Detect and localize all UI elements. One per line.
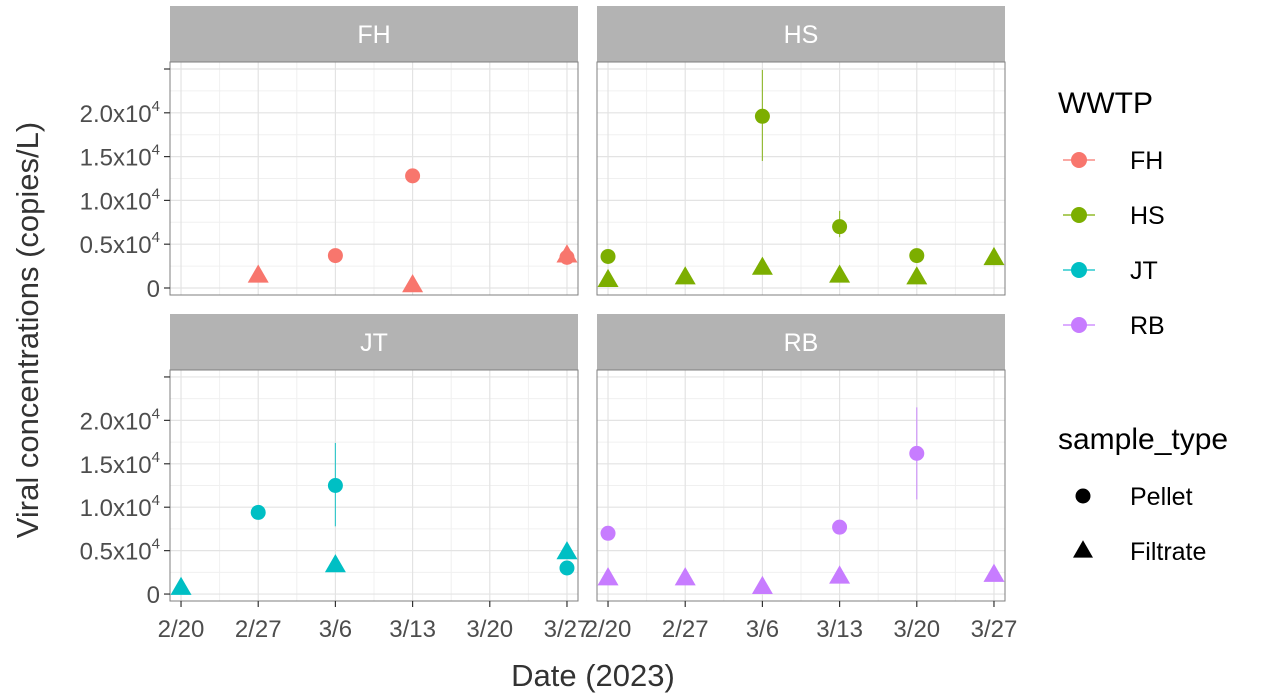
legend-key-point bbox=[1071, 207, 1087, 223]
point-pellet bbox=[405, 168, 421, 184]
legend-color-items: FH HS JT RB bbox=[1063, 147, 1165, 340]
point-pellet bbox=[327, 248, 343, 264]
x-tick-label: 2/20 bbox=[158, 616, 205, 643]
x-tick-label: 2/27 bbox=[235, 616, 282, 643]
legend-key-point bbox=[1071, 262, 1087, 278]
legend-label: RB bbox=[1130, 312, 1165, 340]
legend-label: JT bbox=[1130, 257, 1158, 285]
point-filtrate bbox=[751, 256, 773, 275]
legend-shape-title: sample_type bbox=[1058, 423, 1228, 456]
panel-border bbox=[596, 369, 1006, 602]
legend-label: HS bbox=[1130, 202, 1165, 230]
panel-grid bbox=[170, 62, 578, 295]
panel-grid bbox=[597, 62, 1005, 295]
legend-key-point bbox=[1071, 152, 1087, 168]
y-axis-ticks: 0 0.5x104 1.0x104 1.5x104 2.0x104 0 0.5x104 1.0… bbox=[80, 68, 170, 609]
legend-key-point bbox=[1071, 317, 1087, 333]
facet-strip-label: FH bbox=[357, 21, 390, 49]
point-filtrate bbox=[674, 266, 696, 285]
x-tick-label: 3/20 bbox=[893, 616, 940, 643]
panel-border bbox=[596, 61, 1006, 296]
point-filtrate bbox=[597, 567, 619, 586]
point-pellet bbox=[832, 219, 848, 235]
panel-border bbox=[169, 369, 579, 602]
point-filtrate bbox=[556, 541, 578, 560]
facet-strip bbox=[170, 314, 578, 370]
panels-layer: FH HS JT RB bbox=[169, 6, 1006, 602]
y-tick-label: 2.0x104 bbox=[80, 405, 160, 435]
point-filtrate bbox=[247, 264, 269, 283]
facet-strip-label: HS bbox=[784, 21, 819, 49]
point-filtrate bbox=[402, 274, 424, 293]
legend-color-title: WWTP bbox=[1058, 87, 1153, 120]
point-pellet bbox=[600, 525, 616, 541]
facet-strip bbox=[597, 314, 1005, 370]
legend-label: FH bbox=[1130, 147, 1163, 175]
point-filtrate bbox=[829, 264, 851, 283]
point-pellet bbox=[909, 248, 925, 264]
y-tick-label: 1.0x104 bbox=[80, 185, 160, 215]
legend-pellet-key bbox=[1075, 488, 1091, 504]
panel-HS: HS bbox=[596, 6, 1006, 296]
point-filtrate bbox=[751, 575, 773, 595]
point-filtrate bbox=[674, 567, 696, 586]
y-tick-label: 0 bbox=[147, 276, 160, 303]
panel-grid bbox=[597, 370, 1005, 601]
point-filtrate bbox=[170, 576, 192, 595]
point-pellet bbox=[754, 108, 770, 124]
point-filtrate bbox=[597, 268, 619, 288]
x-tick-label: 2/20 bbox=[585, 616, 632, 643]
y-axis-title: Viral concentrations (copies/L) bbox=[10, 122, 45, 538]
facet-strip bbox=[170, 6, 578, 62]
panel-FH: FH bbox=[169, 6, 579, 296]
legend-label: Filtrate bbox=[1130, 538, 1206, 566]
y-tick-label: 1.0x104 bbox=[80, 492, 160, 522]
y-tick-label: 1.5x104 bbox=[80, 142, 160, 172]
point-pellet bbox=[250, 504, 266, 520]
panel-border bbox=[169, 61, 579, 296]
x-tick-label: 3/13 bbox=[389, 616, 436, 643]
legend: WWTP FH HS JT RB sample_type Pellet Filtrate bbox=[1058, 87, 1228, 566]
point-pellet bbox=[832, 519, 848, 535]
y-tick-label: 1.5x104 bbox=[80, 449, 160, 479]
x-axis-title: Date (2023) bbox=[511, 658, 675, 693]
panel-RB: RB bbox=[596, 314, 1006, 602]
y-tick-label: 0.5x104 bbox=[80, 229, 160, 259]
point-filtrate bbox=[556, 244, 578, 263]
x-axis-ticks: 2/20 2/27 3/6 3/13 3/20 3/272/20 2/27 3/6 3/13 3/… bbox=[158, 601, 1018, 643]
x-tick-label: 3/6 bbox=[319, 616, 352, 643]
y-tick-label: 0 bbox=[147, 582, 160, 609]
panel-grid bbox=[170, 370, 578, 601]
point-pellet bbox=[600, 248, 616, 264]
x-tick-label: 3/20 bbox=[466, 616, 513, 643]
facet-strip bbox=[597, 6, 1005, 62]
facet-strip-label: RB bbox=[784, 329, 819, 357]
y-tick-label: 2.0x104 bbox=[80, 98, 160, 128]
legend-label: Pellet bbox=[1130, 483, 1193, 511]
point-pellet bbox=[327, 478, 343, 493]
x-tick-label: 3/27 bbox=[544, 616, 591, 643]
x-tick-label: 3/27 bbox=[971, 616, 1018, 643]
point-filtrate bbox=[324, 554, 346, 573]
point-filtrate bbox=[829, 565, 851, 584]
x-tick-label: 3/6 bbox=[746, 616, 779, 643]
point-filtrate bbox=[983, 246, 1005, 266]
facet-strip-label: JT bbox=[360, 329, 388, 357]
legend-shape-items: Pellet Filtrate bbox=[1073, 483, 1206, 566]
x-tick-label: 3/13 bbox=[816, 616, 863, 643]
point-pellet bbox=[559, 560, 575, 576]
panel-JT: JT bbox=[169, 314, 579, 602]
x-tick-label: 2/27 bbox=[662, 616, 709, 643]
point-filtrate bbox=[983, 563, 1005, 582]
legend-filtrate-key bbox=[1073, 540, 1093, 558]
point-filtrate bbox=[906, 266, 928, 285]
y-tick-label: 0.5x104 bbox=[80, 536, 160, 566]
point-pellet bbox=[909, 445, 925, 461]
